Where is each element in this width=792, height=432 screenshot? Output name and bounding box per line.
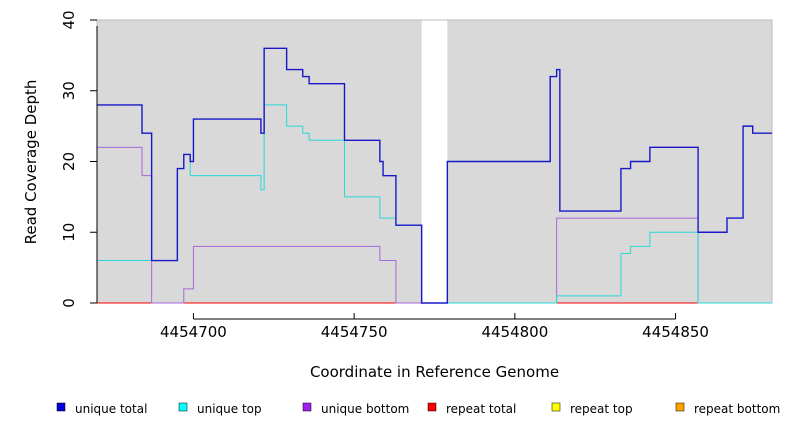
y-tick-label: 40 [60,10,78,29]
axes: 0 10 20 30 40 4454700 4454750 4454800 4454850 [60,10,709,341]
y-tick-label: 20 [60,152,78,171]
legend-swatch [427,402,437,412]
series-line-unique-total [97,47,772,304]
y-tick-label: 10 [60,223,78,242]
x-axis-label: Coordinate in Reference Genome [310,363,559,381]
x-tick-label: 4454750 [321,323,388,341]
legend-swatch [675,402,685,412]
legend-swatch [302,402,312,412]
legend-label: unique top [197,402,262,416]
y-tick-label: 0 [60,298,78,308]
plot-area [96,19,773,304]
series-layer [97,47,772,304]
x-tick-label: 4454850 [642,323,709,341]
x-tick-label: 4454800 [481,323,548,341]
legend-swatch [551,402,561,412]
legend-label: repeat bottom [694,402,780,416]
legend-label: repeat top [570,402,633,416]
y-axis-label: Read Coverage Depth [22,80,40,245]
legend-swatch [178,402,188,412]
legend-label: unique bottom [321,402,409,416]
legend-swatch [56,402,66,412]
legend-label: repeat total [446,402,516,416]
x-tick-label: 4454700 [160,323,227,341]
legend: unique total unique top unique bottom repea… [56,402,780,416]
y-tick-label: 30 [60,81,78,100]
legend-label: unique total [75,402,147,416]
